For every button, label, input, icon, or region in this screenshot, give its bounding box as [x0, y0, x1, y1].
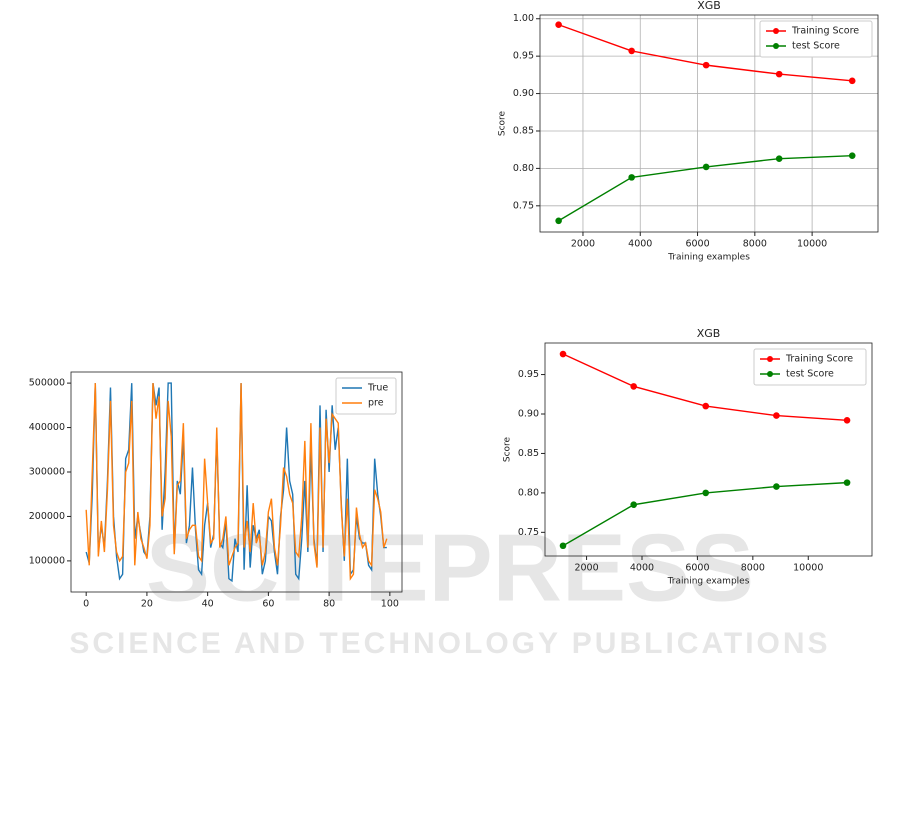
data-point [702, 163, 710, 171]
data-point [775, 155, 783, 162]
legend-label: pre [368, 398, 384, 409]
data-point [702, 402, 710, 410]
x-tick-label: 40 [202, 599, 214, 610]
data-point [559, 542, 567, 550]
y-tick-label: 0.75 [518, 527, 539, 538]
y-tick-label: 0.95 [513, 51, 534, 62]
y-tick-label: 0.75 [513, 200, 534, 211]
plot-frame [539, 14, 879, 233]
watermark-title: SCITEPRESS [146, 514, 754, 621]
legend-label: Training Score [791, 26, 859, 37]
legend-box [759, 20, 873, 58]
data-point [702, 61, 710, 69]
y-tick-label: 0.85 [513, 125, 534, 136]
x-axis-label: Training examples [667, 577, 750, 587]
legend-marker [767, 356, 773, 362]
y-tick-label: 100000 [29, 555, 65, 566]
x-tick-label: 6000 [685, 239, 709, 250]
x-tick-label: 2000 [574, 563, 598, 574]
data-point [630, 383, 637, 390]
y-tick-label: 1.00 [513, 13, 534, 24]
data-point [628, 47, 635, 55]
x-tick-label: 6000 [685, 563, 709, 574]
legend-label: Training Score [785, 354, 853, 365]
y-tick-label: 0.80 [513, 163, 534, 174]
data-point [843, 417, 851, 424]
x-tick-label: 10000 [797, 239, 827, 250]
plot-frame [544, 342, 873, 557]
data-point [843, 479, 851, 486]
y-tick-label: 0.95 [518, 369, 539, 380]
x-tick-label: 8000 [741, 563, 765, 574]
y-tick-label: 200000 [29, 511, 65, 522]
data-point [559, 350, 567, 358]
watermark-subtitle: SCIENCE AND TECHNOLOGY PUBLICATIONS [69, 627, 830, 660]
legend-marker [767, 371, 773, 377]
chart-title: XGB [697, 327, 721, 340]
data-point [848, 152, 856, 159]
x-tick-label: 20 [141, 599, 153, 610]
y-tick-label: 0.85 [518, 448, 539, 459]
x-tick-label: 8000 [743, 239, 767, 250]
legend-label: True [367, 383, 388, 394]
legend-box [335, 377, 397, 415]
x-tick-label: 2000 [571, 239, 595, 250]
chart-title: XGB [697, 0, 721, 12]
data-point [775, 70, 783, 78]
y-tick-label: 500000 [29, 378, 65, 389]
data-point [555, 217, 562, 225]
y-tick-label: 0.90 [513, 88, 534, 99]
y-axis-label: Score [498, 110, 508, 136]
x-tick-label: 0 [83, 599, 89, 610]
data-point [773, 483, 780, 490]
series-line [85, 383, 388, 581]
y-tick-label: 0.80 [518, 487, 539, 498]
legend-label: test Score [792, 41, 840, 52]
legend-marker [773, 28, 779, 34]
x-tick-label: 60 [262, 599, 274, 610]
data-point [848, 77, 856, 85]
x-tick-label: 100 [381, 599, 399, 610]
data-point [630, 501, 637, 509]
x-tick-label: 4000 [628, 239, 652, 250]
data-point [628, 174, 635, 181]
y-tick-label: 0.90 [518, 409, 539, 420]
plot-frame [70, 371, 403, 593]
y-tick-label: 300000 [29, 467, 65, 478]
y-axis-label: Score [503, 436, 513, 462]
x-tick-label: 80 [323, 599, 335, 610]
x-tick-label: 10000 [793, 563, 823, 574]
legend-label: test Score [786, 369, 834, 380]
y-tick-label: 400000 [29, 422, 65, 433]
data-point [702, 489, 710, 497]
legend-box [753, 348, 867, 386]
x-axis-label: Training examples [667, 253, 750, 263]
data-point [555, 21, 562, 29]
legend-marker [773, 43, 779, 49]
x-tick-label: 4000 [630, 563, 654, 574]
data-point [773, 412, 780, 419]
